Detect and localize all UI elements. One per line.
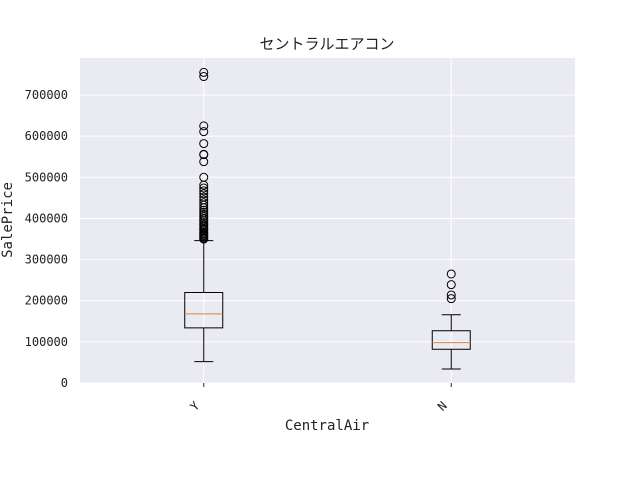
outlier-point (199, 172, 209, 182)
x-axis-title: CentralAir (285, 418, 369, 434)
outlier-point (199, 121, 209, 131)
outlier-point (199, 192, 209, 202)
y-tick-label: 400000 (25, 211, 68, 225)
iqr-box (431, 330, 471, 350)
outlier-point (199, 139, 209, 149)
chart-title: セントラルエアコン (259, 35, 394, 53)
x-tick-label: Y (187, 398, 203, 414)
outlier-point (199, 127, 209, 137)
outlier-point (199, 186, 209, 196)
y-axis-title: SalePrice (0, 182, 16, 258)
outlier-point (199, 195, 209, 205)
y-tick-label: 700000 (25, 88, 68, 102)
outlier-point (446, 294, 456, 304)
outlier-point (199, 183, 209, 193)
outlier-point (199, 72, 209, 82)
outlier-point (199, 157, 209, 167)
box-y (184, 67, 224, 363)
x-tick-label: N (435, 399, 450, 414)
y-tick-label: 0 (61, 376, 68, 390)
outlier-point (199, 198, 209, 208)
y-tick-label: 100000 (25, 335, 68, 349)
outlier-point (199, 67, 209, 77)
outlier-point (446, 290, 456, 300)
y-tick-label: 200000 (25, 294, 68, 308)
plot-area (80, 58, 575, 383)
outlier-point (446, 269, 456, 279)
y-ticks: 0 100000 200000 300000 400000 500000 600000 700… (25, 88, 68, 390)
box-n (431, 269, 471, 370)
outlier-point (199, 149, 209, 159)
outlier-point (199, 189, 209, 199)
y-tick-label: 300000 (25, 253, 68, 267)
boxes (184, 67, 471, 370)
y-tick-label: 500000 (25, 170, 68, 184)
iqr-box (184, 291, 224, 329)
y-tick-label: 600000 (25, 129, 68, 143)
outlier-point (199, 205, 209, 215)
outlier-point (446, 280, 456, 290)
